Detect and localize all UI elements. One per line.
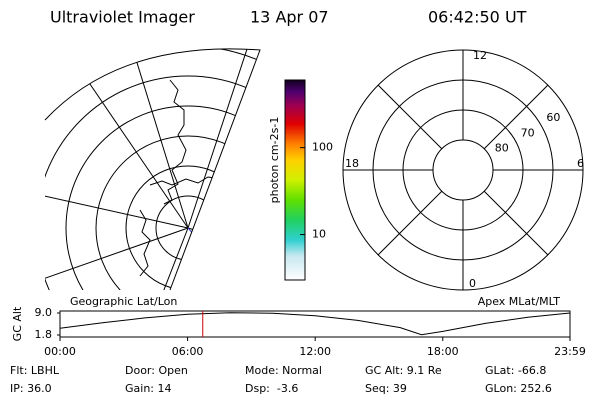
x-tick-label: 23:59 [554, 345, 586, 358]
y-tick-label: 9.0 [35, 306, 53, 319]
y-axis-label: GC Alt [11, 306, 24, 341]
date: 13 Apr 07 [250, 8, 329, 27]
colorbar-label: photon cm-2s-1 [268, 117, 281, 204]
x-tick-label: 12:00 [299, 345, 331, 358]
map-edge [44, 48, 261, 291]
mlt-label: 18 [345, 157, 359, 170]
time: 06:42:50 UT [428, 8, 527, 27]
colorbar [284, 79, 306, 281]
info-field: GC Alt: 9.1 Re [365, 364, 442, 377]
alt-line [59, 312, 571, 336]
mlt-label: 12 [473, 49, 487, 62]
info-field: Seq: 39 [365, 382, 407, 395]
x-tick-label: 18:00 [427, 345, 459, 358]
y-tick-label: 1.8 [35, 328, 53, 341]
colorbar-tick-label: 10 [312, 228, 326, 241]
lat-label: 70 [521, 126, 535, 139]
lat-ring [372, 79, 554, 261]
mlt-label: 6 [577, 157, 584, 170]
polar-spoke [483, 84, 549, 150]
lat-label: 60 [546, 111, 560, 124]
info-field: Gain: 14 [125, 382, 172, 395]
info-field: Dsp: -3.6 [245, 382, 298, 395]
polar-spoke [483, 190, 549, 256]
info-field: GLon: 252.6 [485, 382, 552, 395]
info-field: IP: 36.0 [10, 382, 52, 395]
polar-label: Apex MLat/MLT [478, 295, 561, 308]
x-tick-label: 00:00 [44, 345, 76, 358]
info-field: GLat: -66.8 [485, 364, 546, 377]
x-tick-label: 06:00 [172, 345, 204, 358]
lat-ring [432, 139, 494, 201]
info-field: Flt: LBHL [10, 364, 60, 377]
lat-label: 80 [495, 142, 509, 155]
polar-spoke [377, 190, 443, 256]
info-field: Mode: Normal [245, 364, 322, 377]
map-label: Geographic Lat/Lon [70, 295, 177, 308]
polar-spoke [377, 84, 443, 150]
alt-plot-frame [59, 310, 571, 338]
title: Ultraviolet Imager [50, 8, 195, 27]
mlt-label: 0 [469, 277, 476, 290]
info-field: Door: Open [125, 364, 188, 377]
lat-ring [402, 109, 524, 231]
colorbar-tick-label: 100 [312, 141, 333, 154]
